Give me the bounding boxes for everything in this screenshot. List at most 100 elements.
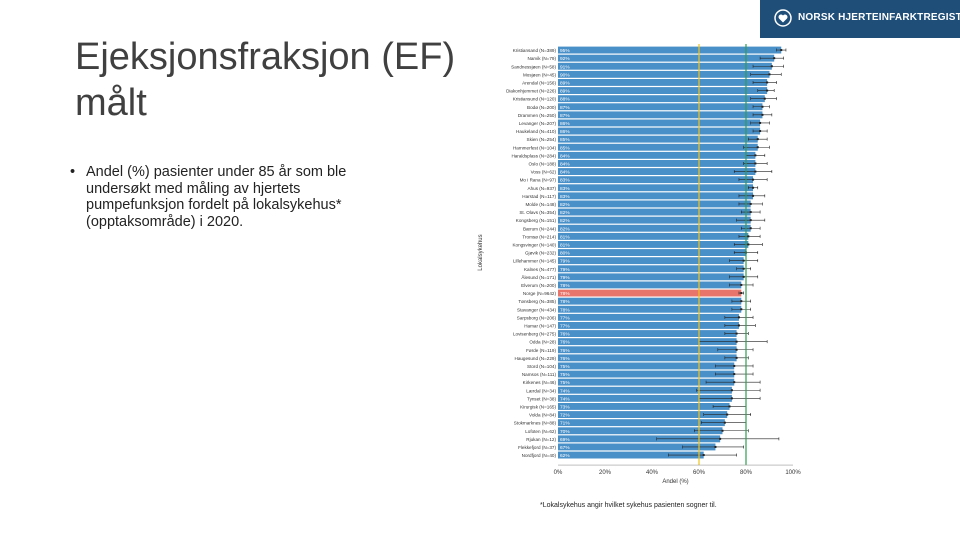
bar — [558, 143, 758, 151]
value-label: 74% — [560, 396, 570, 402]
category-label: Haraldsplass (N=284) — [511, 153, 556, 158]
point-marker — [733, 373, 736, 376]
value-label: 79% — [560, 275, 570, 281]
value-label: 82% — [560, 210, 570, 216]
bar — [558, 216, 751, 224]
bar — [558, 427, 723, 435]
x-tick-label: 0% — [554, 470, 563, 476]
point-marker — [719, 437, 722, 440]
value-label: 75% — [560, 380, 570, 386]
point-marker — [749, 211, 752, 214]
value-label: 69% — [560, 437, 570, 443]
bar — [558, 111, 763, 119]
point-marker — [756, 146, 759, 149]
bullet-text: Andel (%) pasienter under 85 år som ble … — [86, 164, 347, 230]
point-marker — [756, 138, 759, 141]
point-marker — [730, 397, 733, 400]
bar — [558, 281, 742, 289]
value-label: 71% — [560, 421, 570, 427]
point-marker — [728, 405, 731, 408]
x-axis-label: Andel (%) — [662, 479, 688, 485]
value-label: 95% — [560, 48, 570, 54]
x-tick-label: 40% — [646, 470, 659, 476]
category-label: Tromsø (N=214) — [522, 234, 556, 239]
value-label: 88% — [560, 97, 570, 103]
value-label: 75% — [560, 364, 570, 370]
bar — [558, 403, 730, 410]
point-marker — [733, 381, 736, 384]
category-label: Arendal (N=156) — [522, 80, 556, 85]
value-label: 85% — [560, 137, 570, 143]
point-marker — [749, 219, 752, 222]
footnote: *Lokalsykehus angir hvilket sykehus pasi… — [540, 502, 717, 509]
point-marker — [735, 356, 738, 359]
value-label: 89% — [560, 80, 570, 86]
point-marker — [752, 178, 755, 181]
category-label: Stavanger (N=434) — [517, 307, 556, 312]
bar — [558, 135, 758, 143]
category-label: Kirkenes (N=46) — [523, 380, 557, 385]
point-marker — [726, 413, 729, 416]
bar — [558, 330, 737, 337]
category-label: Hammerfest (N=104) — [513, 145, 556, 150]
value-label: 77% — [560, 315, 570, 321]
bar — [558, 273, 744, 281]
bar — [558, 322, 739, 329]
value-label: 85% — [560, 145, 570, 151]
category-label: Bærum (N=244) — [523, 226, 557, 231]
bar — [558, 176, 754, 184]
point-marker — [761, 105, 764, 108]
bar — [558, 313, 739, 321]
category-label: Kristiansand (N=389) — [513, 48, 557, 53]
bar — [558, 192, 754, 200]
value-label: 73% — [560, 404, 570, 410]
x-tick-label: 80% — [740, 470, 753, 476]
bar — [558, 354, 737, 362]
category-label: Bodø (N=200) — [527, 105, 556, 110]
point-marker — [742, 267, 745, 270]
bar — [558, 249, 746, 256]
bar — [558, 386, 732, 394]
category-label: Mo i Rana (N=97) — [520, 178, 557, 183]
point-marker — [754, 162, 757, 165]
point-marker — [773, 57, 776, 60]
point-marker — [702, 454, 705, 457]
bar — [558, 394, 732, 402]
bar — [558, 208, 751, 216]
bullet-dot-icon: • — [70, 164, 76, 180]
point-marker — [737, 316, 740, 319]
point-marker — [759, 130, 762, 133]
value-label: 84% — [560, 161, 570, 167]
point-marker — [740, 308, 743, 311]
value-label: 78% — [560, 307, 570, 313]
bar — [558, 362, 735, 370]
value-label: 77% — [560, 323, 570, 329]
bar — [558, 62, 772, 70]
bar — [558, 411, 728, 418]
category-label: Namsos (N=111) — [522, 372, 557, 377]
category-label: Hamar (N=147) — [524, 323, 556, 328]
y-axis-label: Lokalsykehus — [478, 234, 484, 270]
value-label: 79% — [560, 259, 570, 265]
point-marker — [780, 49, 783, 52]
value-label: 86% — [560, 121, 570, 127]
category-label: Gjøvik (N=232) — [525, 251, 556, 256]
bar — [558, 127, 761, 135]
category-label: Drammen (N=250) — [518, 113, 557, 118]
bar — [558, 103, 763, 111]
category-label: Ålesund (N=171) — [521, 274, 556, 280]
point-marker — [740, 300, 743, 303]
point-marker — [714, 445, 717, 448]
bar — [558, 95, 765, 103]
value-label: 83% — [560, 194, 570, 200]
bar — [558, 289, 742, 297]
category-label: Kongsvinger (N=140) — [512, 242, 556, 247]
value-label: 87% — [560, 113, 570, 119]
bar — [558, 443, 716, 451]
category-label: Narvik (N=79) — [528, 56, 557, 61]
point-marker — [752, 186, 755, 189]
x-tick-label: 60% — [693, 470, 706, 476]
x-tick-label: 20% — [599, 470, 612, 476]
value-label: 81% — [560, 242, 570, 248]
bar — [558, 160, 756, 167]
